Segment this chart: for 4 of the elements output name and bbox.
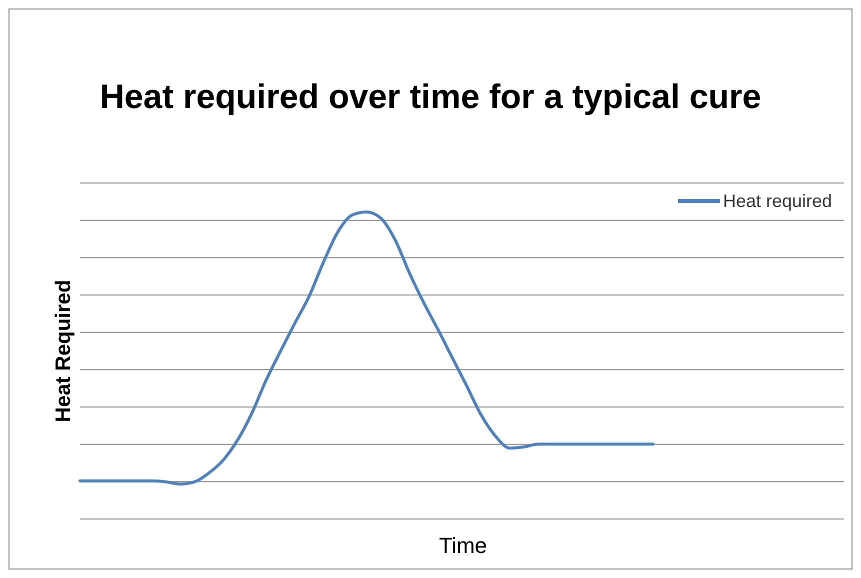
- legend-label: Heat required: [723, 191, 832, 211]
- y-axis-title: Heat Required: [52, 280, 75, 422]
- x-axis-title: Time: [438, 533, 488, 558]
- chart-title: Heat required over time for a typical cure: [100, 78, 762, 116]
